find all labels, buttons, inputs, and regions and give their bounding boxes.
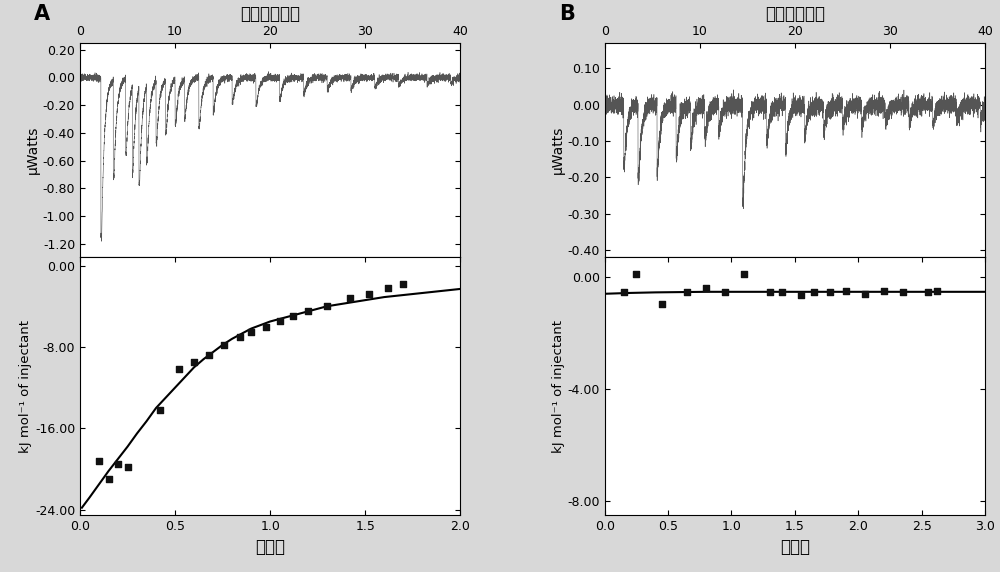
Point <box>101 475 117 484</box>
Point <box>110 459 126 468</box>
Text: A: A <box>34 4 50 24</box>
Point <box>380 283 396 292</box>
Point <box>201 351 217 360</box>
Y-axis label: kJ mol⁻¹ of injectant: kJ mol⁻¹ of injectant <box>19 320 32 452</box>
Point <box>243 327 259 336</box>
Point <box>736 269 752 278</box>
Point <box>717 288 733 297</box>
Point <box>91 456 107 466</box>
X-axis label: 摩尔比: 摩尔比 <box>780 538 810 556</box>
Point <box>272 317 288 326</box>
Point <box>300 307 316 316</box>
Point <box>361 289 377 299</box>
Point <box>654 299 670 308</box>
Point <box>395 279 411 288</box>
Point <box>628 269 644 278</box>
Point <box>920 288 936 297</box>
X-axis label: 时间（分钟）: 时间（分钟） <box>240 6 300 23</box>
Point <box>120 462 136 471</box>
Point <box>806 288 822 297</box>
Point <box>616 288 632 297</box>
Point <box>342 293 358 303</box>
Y-axis label: kJ mol⁻¹ of injectant: kJ mol⁻¹ of injectant <box>552 320 565 452</box>
Point <box>822 288 838 297</box>
Point <box>857 289 873 299</box>
Point <box>762 288 778 297</box>
Point <box>319 301 335 311</box>
Point <box>232 332 248 341</box>
Point <box>679 288 695 297</box>
Point <box>895 288 911 297</box>
Point <box>774 288 790 297</box>
Point <box>258 322 274 331</box>
X-axis label: 时间（分钟）: 时间（分钟） <box>765 6 825 23</box>
Point <box>929 287 945 296</box>
X-axis label: 摩尔比: 摩尔比 <box>255 538 285 556</box>
Point <box>186 358 202 367</box>
Point <box>838 287 854 296</box>
Y-axis label: μWatts: μWatts <box>551 126 565 174</box>
Point <box>876 287 892 296</box>
Point <box>216 340 232 349</box>
Point <box>698 283 714 292</box>
Point <box>171 365 187 374</box>
Point <box>793 291 809 300</box>
Y-axis label: μWatts: μWatts <box>26 126 40 174</box>
Text: B: B <box>559 4 575 24</box>
Point <box>152 406 168 415</box>
Point <box>285 312 301 321</box>
